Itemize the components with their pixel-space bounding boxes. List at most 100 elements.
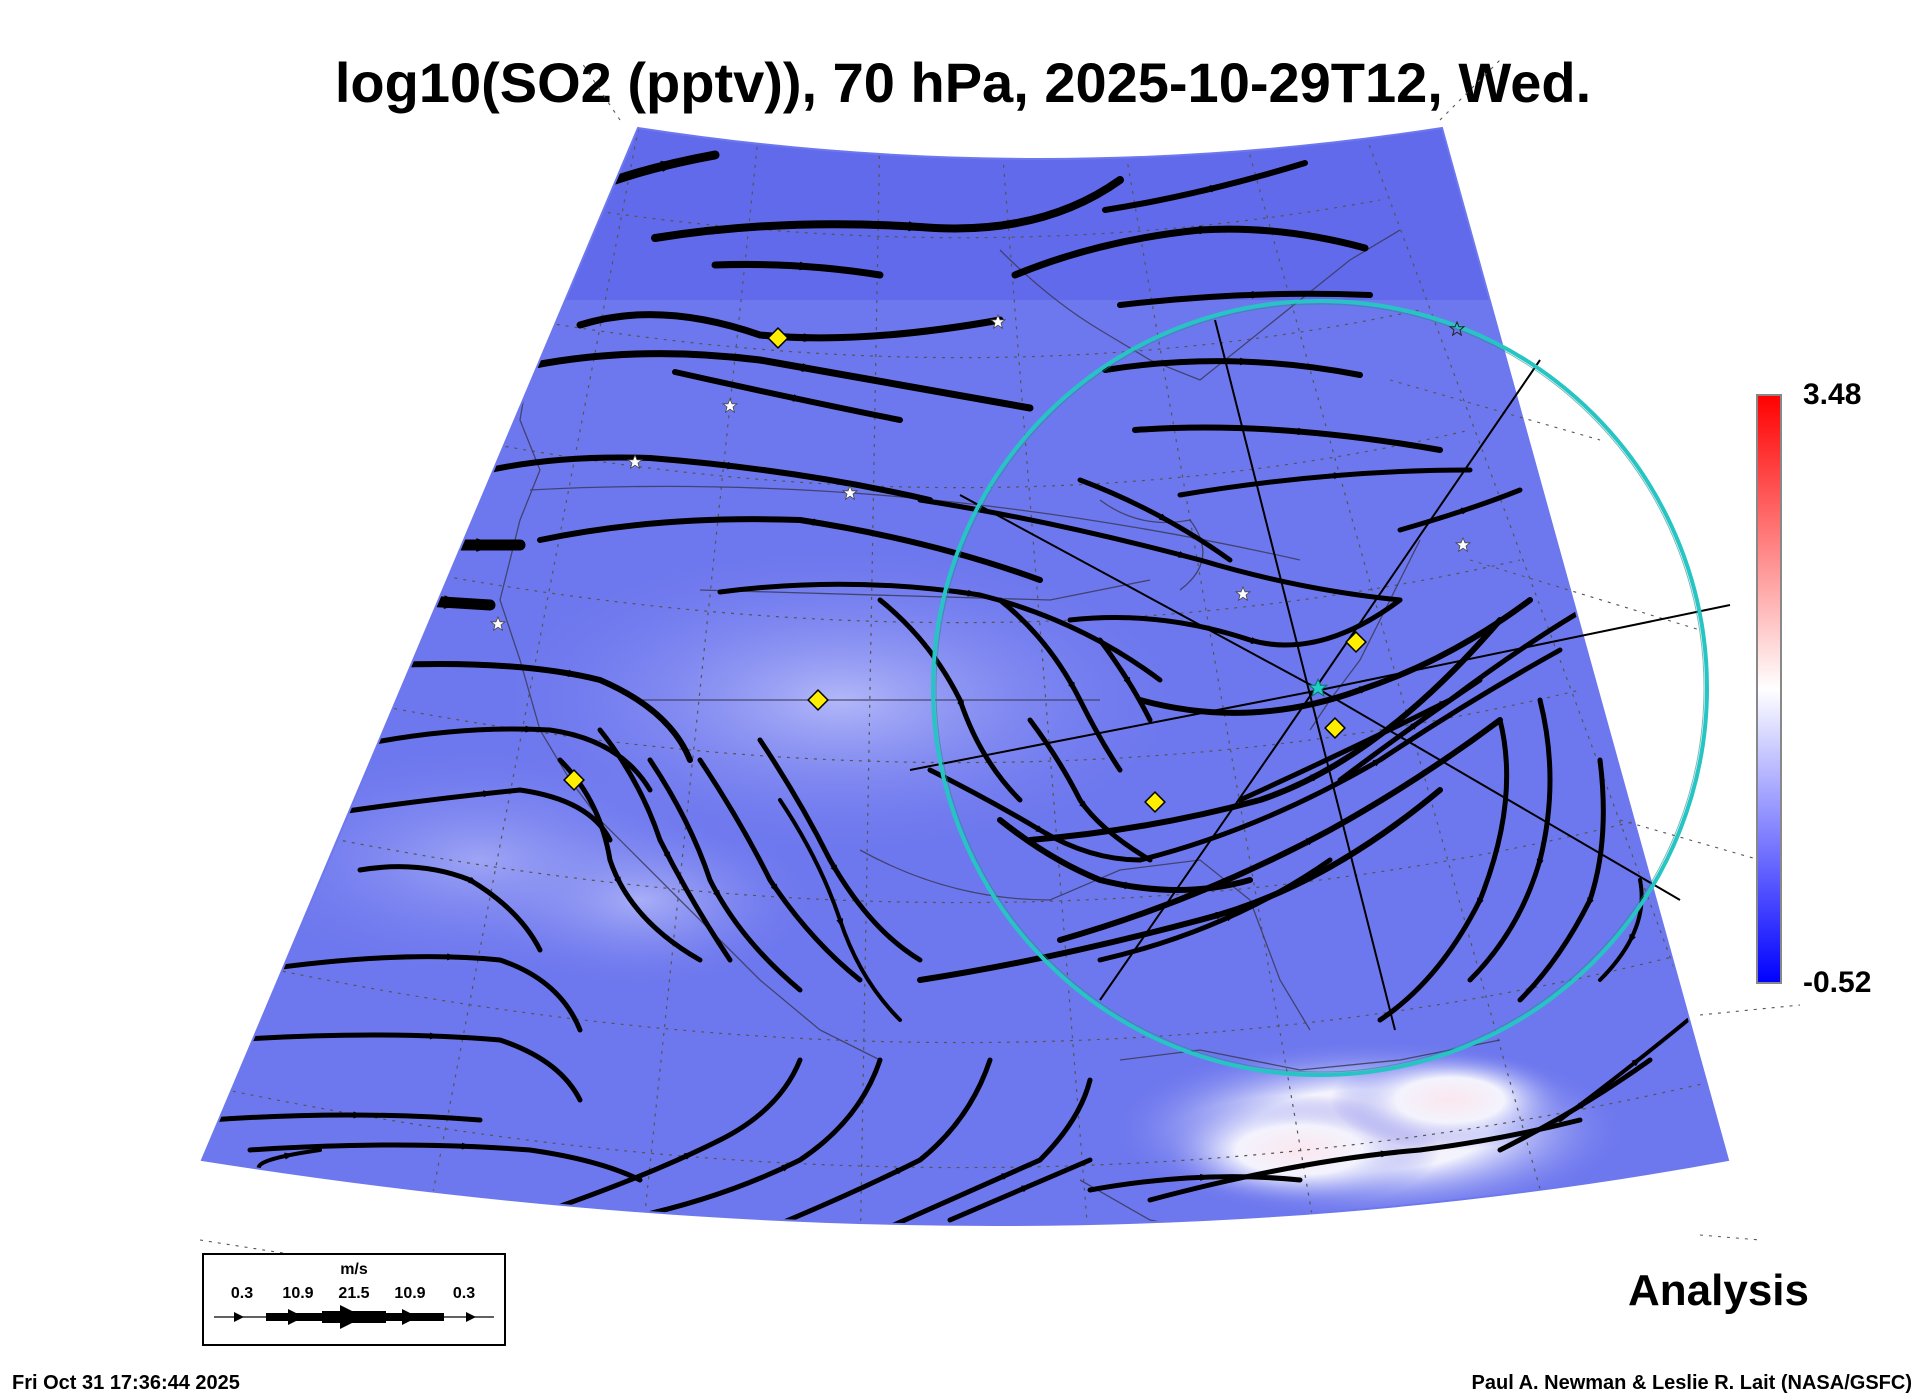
- so2-field: [202, 128, 1728, 1250]
- streamline-arrowhead: [476, 538, 496, 552]
- streamline-arrowhead: [1410, 721, 1420, 730]
- white-star-marker: [841, 484, 859, 501]
- streamline-arrowhead: [1251, 291, 1263, 299]
- streamline-arrowhead: [1239, 357, 1251, 366]
- streamline-arrowhead: [1021, 1185, 1032, 1193]
- streamline-arrowhead: [1460, 507, 1471, 515]
- streamline-arrowhead: [1250, 637, 1261, 644]
- streamline-arrowhead: [792, 394, 804, 402]
- colorbar: [1756, 394, 1782, 984]
- streamline-arrowhead: [525, 725, 535, 733]
- streamline-arrowhead: [284, 1152, 295, 1160]
- white-star-marker: [989, 313, 1007, 330]
- streamline-arrowhead: [1079, 800, 1088, 811]
- colorbar-min-label: -0.52: [1803, 966, 1872, 999]
- wind-legend-value: 21.5: [338, 1285, 370, 1302]
- streamline-arrowheads: [284, 160, 1642, 1250]
- wind-streamlines: [207, 150, 1702, 1225]
- streamline-arrowhead: [1536, 858, 1544, 869]
- streamline-arrowhead: [1586, 897, 1594, 908]
- streamline-arrowhead: [683, 1152, 695, 1160]
- streamline-arrowhead: [660, 160, 677, 172]
- yellow-diamond-markers: [563, 327, 1367, 813]
- streamline-arrowhead: [781, 1164, 792, 1172]
- streamline-arrowhead: [836, 918, 843, 929]
- streamline-arrowhead: [1380, 1150, 1391, 1158]
- yellow-diamond-marker: [1144, 791, 1166, 813]
- analysis-label: Analysis: [1628, 1266, 1809, 1315]
- streamline-arrowhead: [1578, 1101, 1589, 1110]
- white-star-marker: [1454, 536, 1472, 553]
- streamline-arrowhead: [353, 1111, 364, 1119]
- streamline-arrowhead: [429, 1032, 440, 1040]
- streamline-arrowhead: [1333, 472, 1344, 480]
- streamline-arrowhead: [1209, 185, 1221, 193]
- yellow-diamond-marker: [563, 769, 585, 791]
- streamline-arrowhead: [1225, 914, 1236, 922]
- streamline-arrowhead: [895, 1167, 906, 1175]
- streamline-arrowhead: [1123, 676, 1132, 687]
- streamline-arrowhead: [614, 876, 622, 887]
- streamline-arrowhead: [1200, 1173, 1210, 1181]
- streamline-arrowhead: [1124, 881, 1135, 890]
- yellow-diamond-marker: [807, 689, 829, 711]
- wind-legend-value: 0.3: [452, 1285, 476, 1302]
- streamline-arrowhead: [1305, 837, 1317, 846]
- white-star-marker: [626, 453, 644, 470]
- white-star-markers: [489, 313, 1472, 632]
- white-star-marker: [489, 615, 507, 632]
- streamline-arrowhead: [1439, 700, 1450, 708]
- streamline-arrowhead: [1199, 225, 1212, 235]
- streamline-arrowhead: [801, 363, 814, 372]
- yellow-diamond-marker: [767, 327, 789, 349]
- white-star-marker: [1448, 320, 1466, 337]
- streamline-arrowhead: [447, 953, 457, 961]
- page-title: log10(SO2 (pptv)), 70 hPa, 2025-10-29T12…: [334, 51, 1592, 114]
- wind-legend-arrow: [214, 1305, 494, 1329]
- streamline-arrowhead: [812, 518, 824, 526]
- wind-legend-value: 0.3: [230, 1285, 254, 1302]
- streamline-arrowhead: [803, 333, 816, 343]
- streamline-arrowhead: [1159, 513, 1170, 522]
- streamline-arrowhead: [830, 864, 839, 875]
- streamline-arrowhead: [1358, 686, 1370, 694]
- streamline-arrowhead: [461, 1142, 472, 1150]
- projection-outline: [200, 126, 1730, 1226]
- streamline-arrowhead: [1297, 427, 1309, 436]
- streamline-arrowhead: [1631, 1057, 1642, 1067]
- streamline-arrowhead: [908, 221, 923, 232]
- streamline-arrowhead: [799, 261, 812, 271]
- streamline-arrowhead: [1068, 681, 1076, 692]
- streamline-arrowhead: [567, 669, 579, 678]
- yellow-diamond-marker: [1324, 717, 1346, 739]
- streamline-arrowhead: [1310, 773, 1321, 782]
- white-star-marker: [1234, 585, 1252, 602]
- streamline-arrowhead: [1476, 897, 1484, 908]
- wind-speed-legend: m/s 0.3 10.9 21.5 10.9 0.3: [202, 1253, 506, 1346]
- streamline-arrowhead: [1372, 758, 1383, 767]
- streamline-arrowhead: [1165, 1243, 1175, 1250]
- range-circle: [931, 299, 1709, 1077]
- streamline-arrowhead: [1628, 933, 1636, 944]
- wind-legend-value: 10.9: [282, 1285, 314, 1302]
- streamline-arrowhead: [663, 851, 672, 862]
- streamline-arrowhead: [727, 461, 738, 470]
- credit: Paul A. Newman & Leslie R. Lait (NASA/GS…: [1471, 1372, 1912, 1394]
- streamline-arrowhead: [967, 589, 978, 597]
- streamline-arrowhead: [713, 889, 721, 900]
- streamline-arrowhead: [1001, 1172, 1012, 1180]
- streamline-arrowhead: [1035, 825, 1046, 834]
- streamline-arrowhead: [1178, 551, 1189, 558]
- wind-legend-value: 10.9: [394, 1285, 426, 1302]
- streamline-arrowhead: [1386, 1208, 1397, 1216]
- streamline-arrowhead: [443, 595, 463, 610]
- streamline-arrowhead: [770, 883, 780, 894]
- streamline-arrowhead: [957, 700, 964, 711]
- yellow-diamond-marker: [1345, 631, 1367, 653]
- white-star-marker: [721, 397, 739, 414]
- cyan-star-marker: [1307, 677, 1329, 698]
- streamline-arrowhead: [468, 876, 478, 885]
- streamline-arrowhead: [1215, 911, 1227, 920]
